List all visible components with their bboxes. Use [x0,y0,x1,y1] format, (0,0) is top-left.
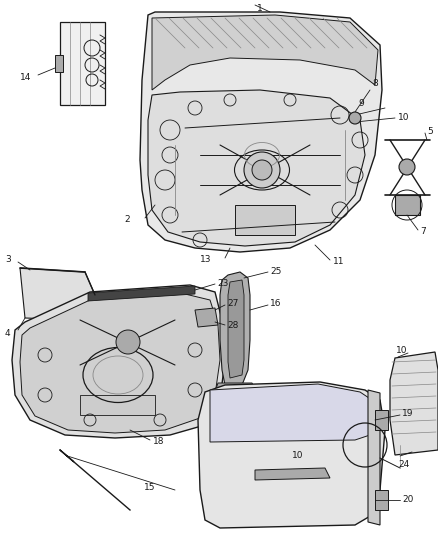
Polygon shape [60,22,105,105]
Text: 15: 15 [144,482,155,491]
Polygon shape [235,205,295,235]
Text: 1: 1 [257,4,263,13]
Polygon shape [80,395,155,415]
Text: 2: 2 [124,215,130,224]
Polygon shape [395,195,420,215]
Polygon shape [375,410,388,430]
Circle shape [244,152,280,188]
Text: 28: 28 [227,321,238,330]
Polygon shape [198,382,385,528]
Text: 25: 25 [270,266,281,276]
Text: 19: 19 [402,409,413,418]
Text: 7: 7 [420,227,426,236]
Polygon shape [55,55,63,72]
Text: 3: 3 [5,255,11,264]
Polygon shape [212,383,260,400]
Text: 18: 18 [153,437,165,446]
Text: 13: 13 [200,255,212,264]
Polygon shape [368,390,380,525]
Polygon shape [152,15,378,90]
Polygon shape [390,352,438,455]
Text: 10: 10 [292,450,304,459]
Text: 16: 16 [270,300,282,309]
Text: 20: 20 [402,495,413,504]
Text: 9: 9 [358,99,364,108]
Text: 24: 24 [398,460,409,469]
Polygon shape [88,286,195,301]
Text: 23: 23 [217,279,228,287]
Circle shape [399,159,415,175]
Polygon shape [12,285,225,438]
Text: 4: 4 [5,328,11,337]
Polygon shape [20,294,220,433]
Polygon shape [195,308,218,327]
Text: 8: 8 [372,79,378,88]
Polygon shape [210,384,375,442]
Text: 5: 5 [427,127,433,136]
Polygon shape [255,468,330,480]
Polygon shape [148,90,365,246]
Text: 11: 11 [333,257,345,266]
Text: 14: 14 [20,74,32,83]
Polygon shape [228,280,244,378]
Polygon shape [140,12,382,252]
Text: 10: 10 [396,346,407,355]
Polygon shape [220,272,250,390]
Circle shape [252,160,272,180]
Circle shape [349,112,361,124]
Text: 27: 27 [227,300,238,309]
Circle shape [116,330,140,354]
Polygon shape [20,268,95,320]
Text: 10: 10 [398,114,410,123]
Polygon shape [375,490,388,510]
